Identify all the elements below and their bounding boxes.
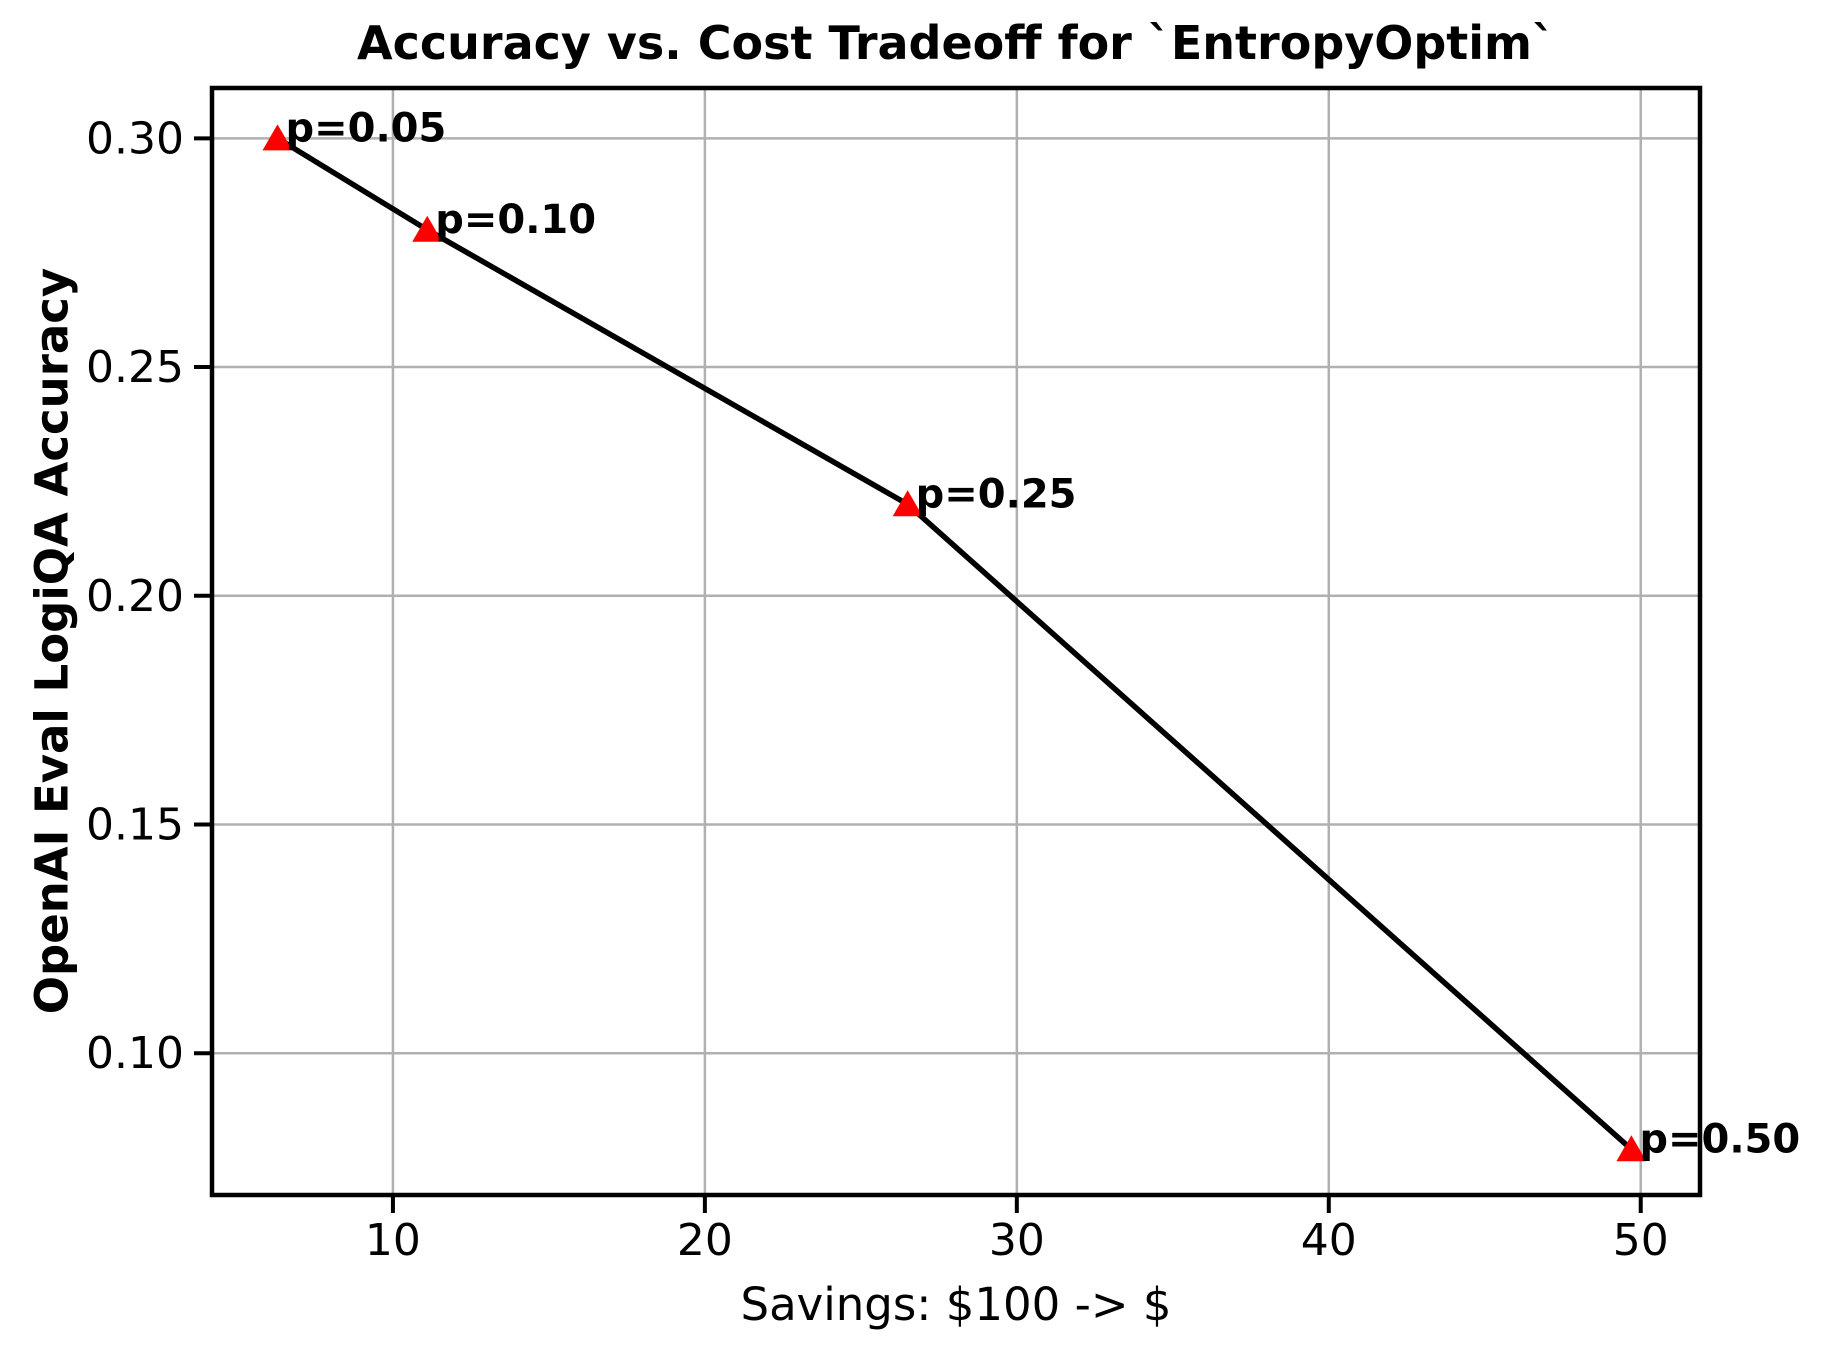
y-tick-label: 0.25 bbox=[86, 342, 184, 393]
x-tick-label: 20 bbox=[677, 1215, 733, 1266]
point-label: p=0.50 bbox=[1639, 1116, 1800, 1162]
point-label: p=0.05 bbox=[286, 105, 447, 151]
x-tick-label: 30 bbox=[989, 1215, 1045, 1266]
point-label: p=0.10 bbox=[435, 197, 596, 243]
y-tick-label: 0.10 bbox=[86, 1028, 184, 1079]
y-tick-label: 0.15 bbox=[86, 799, 184, 850]
data-point-marker bbox=[262, 124, 293, 151]
x-tick-label: 10 bbox=[365, 1215, 421, 1266]
x-tick-label: 50 bbox=[1613, 1215, 1669, 1266]
x-tick-label: 40 bbox=[1301, 1215, 1357, 1266]
point-label: p=0.25 bbox=[916, 471, 1077, 517]
data-line bbox=[276, 135, 1634, 1152]
plot-border bbox=[209, 85, 1703, 1198]
y-tick-label: 0.20 bbox=[86, 571, 184, 622]
data-point-marker bbox=[1616, 1135, 1647, 1162]
x-axis-label: Savings: $100 -> $ bbox=[740, 1278, 1172, 1331]
y-tick-label: 0.30 bbox=[86, 113, 184, 164]
data-point-marker bbox=[892, 490, 923, 517]
chart-title: Accuracy vs. Cost Tradeoff for `EntropyO… bbox=[357, 16, 1555, 70]
y-axis-label: OpenAI Eval LogiQA Accuracy bbox=[25, 267, 79, 1015]
data-point-marker bbox=[412, 215, 443, 242]
